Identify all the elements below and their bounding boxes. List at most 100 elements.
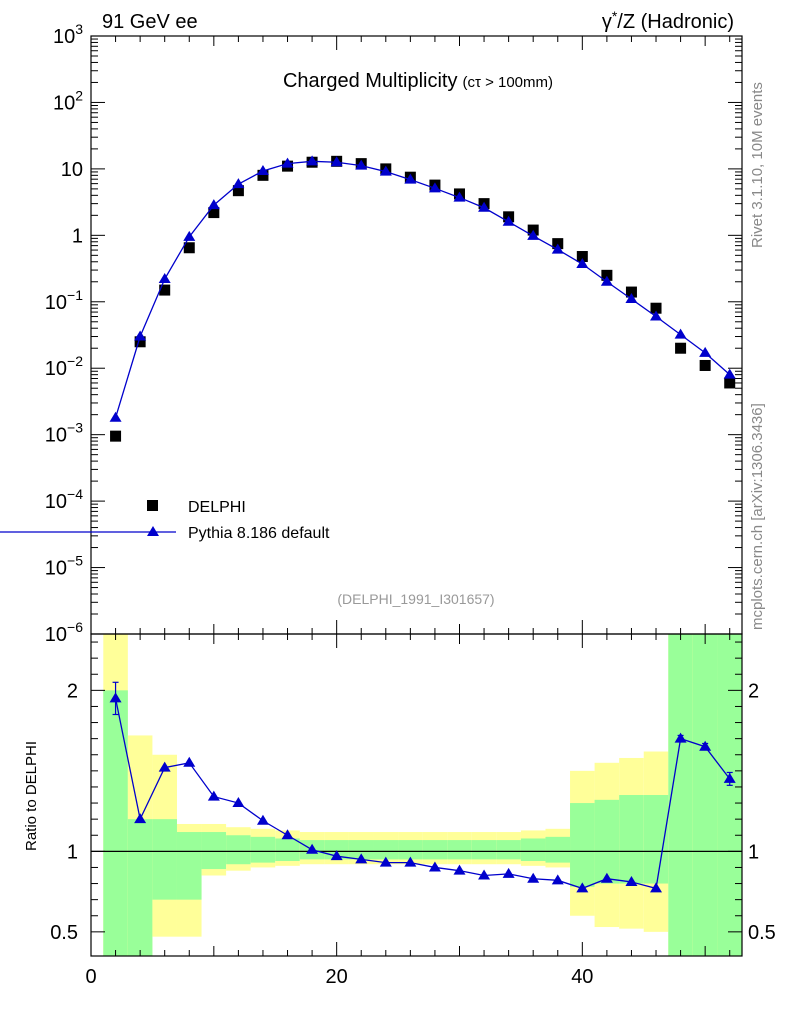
pythia-line <box>114 160 731 418</box>
rivet-label: Rivet 3.1.10, 10M events <box>749 82 766 248</box>
header-right-label: γ*/Z (Hadronic) <box>602 8 734 33</box>
pythia-point <box>600 275 613 286</box>
main-y-tick-label: 10−3 <box>45 420 83 447</box>
delphi-point <box>183 242 195 254</box>
main-y-tick-label: 10−6 <box>45 619 83 646</box>
ratio-pythia-point <box>674 732 687 743</box>
delphi-point <box>134 336 146 348</box>
delphi-point <box>724 377 736 389</box>
delphi-point <box>208 207 220 219</box>
ratio-pythia-point <box>625 875 638 886</box>
ratio-band-green <box>176 832 202 900</box>
pythia-point <box>551 243 564 254</box>
pythia-point <box>355 159 368 170</box>
ratio-band-green <box>398 840 423 860</box>
main-y-tick-label: 10−5 <box>45 553 83 580</box>
delphi-point <box>625 286 637 298</box>
tick-exp: −1 <box>67 287 83 303</box>
ratio-band-green <box>619 795 644 884</box>
tick-base: 10 <box>53 92 75 114</box>
delphi-point <box>601 269 613 281</box>
pythia-point <box>232 178 245 189</box>
ratio-plot: 0 20 40 0.5 0.5 1 1 2 2 <box>50 633 776 988</box>
tick-base: 10 <box>45 558 67 580</box>
main-y-tick-label: 10−4 <box>45 486 83 513</box>
ratio-band-green <box>348 840 374 860</box>
header-rest: /Z (Hadronic) <box>617 11 734 33</box>
ratio-pythia-point <box>723 772 736 783</box>
pythia-point <box>478 201 491 212</box>
delphi-point <box>576 251 588 263</box>
ratio-pythia-point <box>527 872 540 883</box>
ratio-y-tick-label: 2 <box>67 680 78 702</box>
main-y-tick-label: 1 <box>72 225 83 247</box>
ratio-pythia-point <box>379 856 392 867</box>
delphi-point <box>699 359 711 371</box>
tick-exp: −5 <box>67 553 83 569</box>
ratio-band-green <box>127 819 153 956</box>
ratio-y-tick-label: 0.5 <box>50 922 78 944</box>
pythia-point <box>527 229 540 240</box>
ratio-y-tick-label-right: 0.5 <box>748 922 776 944</box>
ratio-pythia-point <box>650 882 663 893</box>
ratio-band-green <box>373 840 399 860</box>
pythia-point <box>576 258 589 269</box>
tick-exp: −2 <box>67 353 83 369</box>
tick-exp: −4 <box>67 486 83 502</box>
x-tick-label: 40 <box>571 966 593 988</box>
delphi-point <box>110 430 122 442</box>
pythia-point <box>256 164 269 175</box>
ratio-band-green <box>226 835 251 865</box>
header-star: * <box>612 8 618 24</box>
header-gamma: γ <box>602 11 612 33</box>
main-y-tick-label: 10−2 <box>45 353 83 380</box>
ratio-pythia-point <box>478 869 491 880</box>
delphi-point <box>232 185 244 197</box>
ratio-pythia-point <box>551 874 564 885</box>
ratio-band-green <box>250 836 276 863</box>
pythia-point <box>404 173 417 184</box>
ratio-pythia-point <box>306 843 319 854</box>
ratio-band-green <box>103 690 128 956</box>
ratio-pythia-point <box>453 864 466 875</box>
ratio-band-green <box>152 819 177 900</box>
ratio-band-green <box>692 634 718 956</box>
ratio-pythia-point <box>330 850 343 861</box>
pythia-point <box>109 411 122 422</box>
tick-base: 10 <box>45 624 67 646</box>
main-title: Charged Multiplicity (cτ > 100mm) <box>283 70 553 92</box>
ratio-pythia-point <box>158 761 171 772</box>
ratio-pythia-point <box>109 692 122 703</box>
mcplots-label: mcplots.cern.ch [arXiv:1306.3436] <box>749 403 766 630</box>
pythia-point <box>502 215 515 226</box>
ratio-pythia-point <box>256 814 269 825</box>
ratio-band-green <box>422 840 448 860</box>
ratio-band-green <box>594 799 620 884</box>
legend-delphi-marker <box>147 500 158 511</box>
pythia-point <box>723 368 736 379</box>
analysis-tag: (DELPHI_1991_I301657) <box>337 591 494 607</box>
pythia-point <box>674 328 687 339</box>
delphi-point <box>650 302 662 314</box>
ratio-band-green <box>201 832 227 870</box>
x-tick-label: 20 <box>326 966 348 988</box>
ratio-band-green <box>545 836 571 863</box>
tick-base: 10 <box>53 26 75 48</box>
ratio-frame <box>90 633 743 957</box>
ratio-pythia-point <box>600 872 613 883</box>
tick-base: 10 <box>45 425 67 447</box>
tick-base: 10 <box>45 358 67 380</box>
ratio-pythia-point <box>183 756 196 767</box>
header-left-label: 91 GeV ee <box>102 11 198 33</box>
pythia-point <box>650 310 663 321</box>
legend-pythia-marker <box>147 526 159 536</box>
ratio-band-green <box>447 840 472 860</box>
ratio-pythia-point <box>207 790 220 801</box>
pythia-point <box>306 155 319 166</box>
legend: DELPHI Pythia 8.186 default <box>0 499 330 542</box>
ratio-y-tick-label-right: 2 <box>748 680 759 702</box>
main-y-tick-label: 102 <box>53 87 83 114</box>
ratio-band-green <box>471 840 497 860</box>
tick-exp: −6 <box>67 619 83 635</box>
